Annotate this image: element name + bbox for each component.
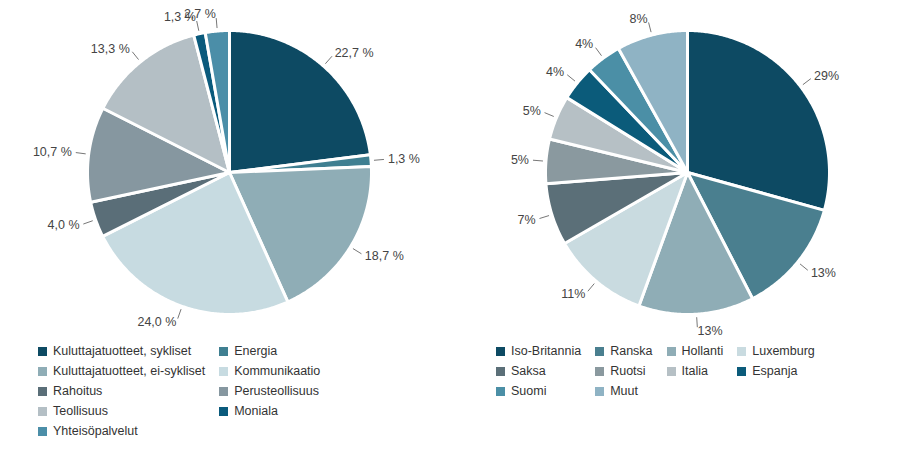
html-text:Teollisuus: Teollisuus <box>53 404 108 418</box>
html-text:Italia: Italia <box>681 364 708 378</box>
svg-text:29%: 29% <box>814 69 839 83</box>
html-text:Yhteisöpalvelut: Yhteisöpalvelut <box>53 424 138 438</box>
svg-text:24,0 %: 24,0 % <box>137 315 176 329</box>
html-text:Luxemburg: Luxemburg <box>752 344 815 358</box>
svg-text:13%: 13% <box>698 324 723 338</box>
svg-text:5%: 5% <box>511 153 529 167</box>
html-text:Ruotsi: Ruotsi <box>610 364 646 378</box>
html-text:Muut: Muut <box>610 384 638 398</box>
svg-text:22,7 %: 22,7 % <box>335 46 374 60</box>
svg-text:4%: 4% <box>575 37 593 51</box>
svg-text:4,0 %: 4,0 % <box>48 218 80 232</box>
html-text:Rahoitus: Rahoitus <box>53 384 103 398</box>
html-text:Hollanti: Hollanti <box>681 344 724 358</box>
html-text:Espanja: Espanja <box>752 364 798 378</box>
html-text:Iso-Britannia: Iso-Britannia <box>511 344 582 358</box>
svg-text:2,7 %: 2,7 % <box>184 7 216 21</box>
html-text:Energia: Energia <box>234 344 278 358</box>
html-text:Ranska: Ranska <box>610 344 653 358</box>
html-text:Saksa: Saksa <box>511 364 546 378</box>
svg-text:1,3 %: 1,3 % <box>163 10 196 25</box>
html-text:Kuluttajatuotteet, ei-sykliset: Kuluttajatuotteet, ei-sykliset <box>53 364 206 378</box>
svg-text:1,3 %: 1,3 % <box>388 152 420 166</box>
html-text:Kuluttajatuotteet, sykliset: Kuluttajatuotteet, sykliset <box>53 344 192 358</box>
html-text:Suomi: Suomi <box>511 384 547 398</box>
html-text:Moniala: Moniala <box>234 404 278 418</box>
svg-text:10,7 %: 10,7 % <box>33 145 72 159</box>
svg-text:13,3 %: 13,3 % <box>91 42 130 56</box>
html-text:Perusteollisuus: Perusteollisuus <box>234 384 319 398</box>
svg-text:4%: 4% <box>546 65 564 79</box>
svg-text:5%: 5% <box>523 104 541 118</box>
svg-text:18,7 %: 18,7 % <box>365 249 404 263</box>
svg-text:11%: 11% <box>561 287 585 301</box>
svg-text:7%: 7% <box>518 213 536 227</box>
svg-text:13%: 13% <box>811 266 836 280</box>
html-text:Kommunikaatio: Kommunikaatio <box>234 364 321 378</box>
svg-text:8%: 8% <box>629 12 647 26</box>
